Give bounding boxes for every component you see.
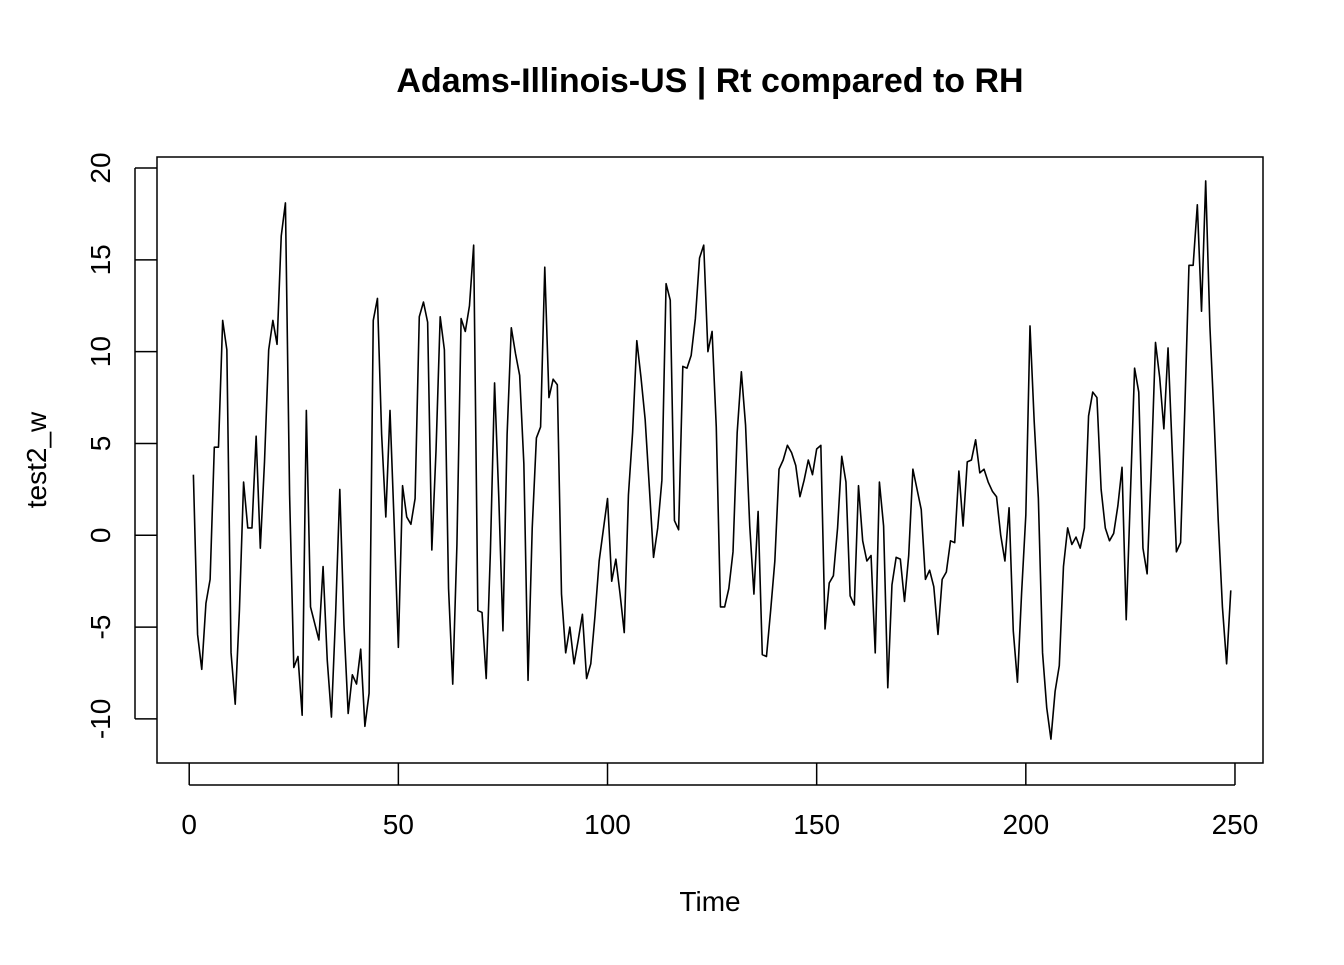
y-tick-label: 15	[85, 244, 116, 275]
x-tick-label: 150	[793, 809, 840, 840]
y-tick-label: 0	[85, 528, 116, 544]
x-axis: 0 50 100 150 200 250	[181, 763, 1258, 840]
y-tick-label: 5	[85, 436, 116, 452]
x-tick-label: 100	[584, 809, 631, 840]
x-axis-label: Time	[679, 886, 740, 917]
x-tick-label: 200	[1002, 809, 1049, 840]
y-tick-label: -10	[85, 699, 116, 739]
x-tick-label: 50	[383, 809, 414, 840]
x-tick-label: 250	[1212, 809, 1259, 840]
x-tick-label: 0	[181, 809, 197, 840]
plot-box	[156, 156, 1264, 764]
y-tick-label: -5	[85, 615, 116, 640]
series-line	[192, 180, 1232, 740]
y-axis-label: test2_w	[21, 411, 52, 508]
chart-title: Adams-Illinois-US | Rt compared to RH	[396, 62, 1023, 100]
y-axis: -10 -5 0 5 10 15 20	[85, 152, 157, 739]
y-tick-label: 20	[85, 152, 116, 183]
y-tick-label: 10	[85, 336, 116, 367]
series-group	[192, 180, 1232, 740]
